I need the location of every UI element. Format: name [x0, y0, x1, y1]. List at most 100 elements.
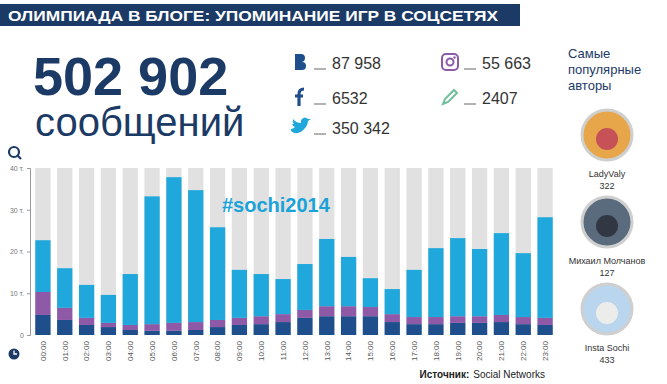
- avatar-figure: [596, 128, 618, 150]
- bar-track: [428, 168, 443, 335]
- bar-segment: [275, 314, 290, 322]
- network-value: 87 958: [332, 55, 381, 72]
- icon-instagram: [442, 54, 458, 70]
- x-tick: 03:00: [104, 340, 113, 361]
- bar-segment: [57, 308, 72, 320]
- plot: [35, 168, 552, 335]
- bar-segment: [385, 322, 400, 335]
- bar-segment: [341, 306, 356, 316]
- bar-segment: [428, 248, 443, 317]
- bar-segment: [297, 264, 312, 310]
- bar-track: [450, 168, 465, 335]
- y-tick-label: 0: [20, 332, 24, 339]
- total: 502 902: [33, 46, 228, 106]
- bar-segment: [472, 316, 487, 323]
- icon-instagram-dot: [453, 56, 455, 58]
- bar-segment: [406, 324, 421, 335]
- bar-segment: [297, 318, 312, 335]
- bar-segment: [144, 196, 159, 324]
- annotation: #sochi2014: [222, 194, 331, 216]
- author: LadyValy322: [582, 110, 632, 191]
- icon-twitter: [291, 118, 311, 134]
- x-tick: 21:00: [497, 340, 506, 361]
- network-value: 6532: [332, 90, 368, 107]
- x-tick: 05:00: [148, 340, 157, 361]
- bar-segment: [341, 316, 356, 335]
- bar-segment: [363, 278, 378, 307]
- bar-segment: [79, 318, 94, 325]
- avatar-figure: [596, 215, 618, 237]
- bar-track: [537, 168, 552, 335]
- y-tick-label: 20 т.: [10, 248, 24, 255]
- bar-track: [472, 168, 487, 335]
- bar-segment: [101, 295, 116, 323]
- bar-segment: [166, 331, 181, 335]
- bar-segment: [166, 177, 181, 323]
- bar-segment: [123, 330, 138, 335]
- y-tick-mark: [27, 335, 30, 336]
- x-tick: 22:00: [519, 340, 528, 361]
- x-tick: 15:00: [366, 340, 375, 361]
- bar-segment: [341, 257, 356, 306]
- x-axis: 00:0001:0002:0003:0004:0005:0006:0007:00…: [39, 340, 550, 361]
- icon-pencil: [443, 90, 457, 104]
- bar-segment: [406, 317, 421, 324]
- bar-segment: [516, 324, 531, 335]
- x-tick: 18:00: [432, 340, 441, 361]
- bar-track: [144, 168, 159, 335]
- x-tick-label: 13:00: [323, 340, 332, 361]
- icon-messages: [9, 147, 21, 159]
- bar-segment: [428, 317, 443, 324]
- source-label: Источник:: [420, 369, 470, 380]
- network: 2407: [443, 90, 518, 107]
- bar-segment: [144, 331, 159, 335]
- network-rule: [314, 69, 326, 70]
- bar-segment: [537, 318, 552, 325]
- x-tick-label: 08:00: [213, 340, 222, 361]
- icon-clock-face: [9, 349, 20, 360]
- bar-segment: [57, 320, 72, 335]
- x-tick-label: 12:00: [301, 340, 310, 361]
- network: 87 958: [295, 54, 381, 72]
- bar-segment: [35, 240, 50, 292]
- bar-segment: [319, 306, 334, 316]
- bar-segment: [166, 323, 181, 331]
- x-tick-label: 00:00: [39, 340, 48, 361]
- x-tick-label: 16:00: [388, 340, 397, 361]
- bar-segment: [210, 320, 225, 327]
- network-value: 2407: [482, 90, 518, 107]
- x-tick-label: 01:00: [61, 340, 70, 361]
- icon-messages-tail: [17, 155, 21, 159]
- x-tick-label: 03:00: [104, 340, 113, 361]
- bar-segment: [494, 233, 509, 315]
- y-tick: 30 т.: [10, 206, 30, 213]
- bar-segment: [210, 327, 225, 335]
- icon-facebook: [295, 89, 304, 106]
- title: ОЛИМПИАДА В БЛОГЕ: УПОМИНАНИЕ ИГР В СОЦС…: [8, 8, 499, 24]
- bar-segment: [232, 270, 247, 318]
- y-axis: 010 т.20 т.30 т.40 т.: [10, 165, 31, 339]
- bar-segment: [516, 253, 531, 317]
- x-tick: 14:00: [344, 340, 353, 361]
- network-rule: [314, 134, 326, 135]
- bar-segment: [494, 322, 509, 335]
- x-tick: 11:00: [279, 340, 288, 360]
- x-tick: 23:00: [541, 340, 550, 361]
- bar-segment: [101, 327, 116, 335]
- source-text: Social Networks: [473, 369, 545, 380]
- network: 55 663: [442, 54, 531, 72]
- bar-segment: [450, 316, 465, 323]
- total-caption: сообщений: [35, 100, 244, 144]
- bar-segment: [406, 270, 421, 317]
- icon-instagram-lens: [447, 59, 454, 66]
- bar-segment: [319, 239, 334, 306]
- x-tick: 04:00: [126, 340, 135, 361]
- y-tick-label: 40 т.: [10, 165, 24, 172]
- icon-clock-hands: [14, 351, 17, 355]
- network-value: 55 663: [482, 55, 531, 72]
- y-tick-mark: [27, 252, 30, 253]
- x-tick: 00:00: [39, 340, 48, 361]
- x-tick-label: 09:00: [235, 340, 244, 361]
- y-tick: 20 т.: [10, 248, 30, 255]
- network: 6532: [295, 89, 368, 107]
